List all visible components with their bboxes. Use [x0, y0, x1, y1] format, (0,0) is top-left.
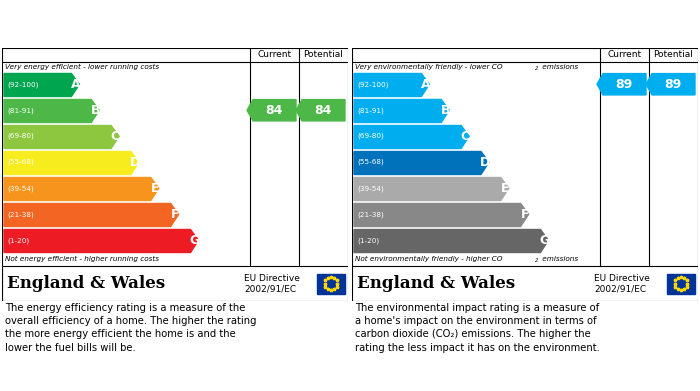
- Text: (81-91): (81-91): [357, 107, 384, 113]
- Polygon shape: [4, 126, 119, 149]
- Text: A: A: [421, 78, 430, 91]
- Text: emissions: emissions: [540, 256, 578, 262]
- Text: Environmental Impact (CO: Environmental Impact (CO: [357, 29, 554, 42]
- Text: 89: 89: [664, 78, 681, 91]
- Text: (1-20): (1-20): [357, 237, 379, 244]
- Text: D: D: [480, 156, 490, 169]
- Polygon shape: [354, 230, 549, 253]
- Polygon shape: [247, 100, 296, 121]
- Text: F: F: [170, 208, 179, 221]
- Text: EU Directive
2002/91/EC: EU Directive 2002/91/EC: [594, 274, 650, 293]
- Polygon shape: [354, 99, 449, 122]
- Text: (69-80): (69-80): [7, 133, 34, 140]
- Text: (21-38): (21-38): [7, 211, 34, 217]
- Text: 2: 2: [535, 258, 538, 263]
- Text: Not energy efficient - higher running costs: Not energy efficient - higher running co…: [5, 256, 159, 262]
- Text: Very energy efficient - lower running costs: Very energy efficient - lower running co…: [5, 64, 159, 70]
- Text: E: E: [150, 182, 159, 195]
- Polygon shape: [646, 74, 695, 95]
- Text: Very environmentally friendly - lower CO: Very environmentally friendly - lower CO: [355, 64, 503, 70]
- Polygon shape: [354, 203, 528, 226]
- Text: (81-91): (81-91): [7, 107, 34, 113]
- Text: The environmental impact rating is a measure of
a home's impact on the environme: The environmental impact rating is a mea…: [355, 303, 600, 353]
- Text: B: B: [440, 104, 450, 117]
- Polygon shape: [597, 74, 646, 95]
- Text: Potential: Potential: [304, 50, 344, 59]
- Polygon shape: [354, 178, 509, 201]
- Text: emissions: emissions: [540, 64, 578, 70]
- Text: (1-20): (1-20): [7, 237, 29, 244]
- Polygon shape: [296, 100, 345, 121]
- Text: C: C: [111, 130, 120, 143]
- Text: The energy efficiency rating is a measure of the
overall efficiency of a home. T: The energy efficiency rating is a measur…: [5, 303, 256, 353]
- Text: E: E: [500, 182, 509, 195]
- Text: EU Directive
2002/91/EC: EU Directive 2002/91/EC: [244, 274, 300, 293]
- Text: (92-100): (92-100): [357, 81, 388, 88]
- Text: (92-100): (92-100): [7, 81, 38, 88]
- Polygon shape: [4, 230, 199, 253]
- Polygon shape: [354, 151, 489, 174]
- Text: 2: 2: [600, 36, 606, 45]
- Text: Current: Current: [608, 50, 642, 59]
- Text: (55-68): (55-68): [7, 159, 34, 165]
- Polygon shape: [4, 99, 99, 122]
- Text: (21-38): (21-38): [357, 211, 384, 217]
- Text: A: A: [71, 78, 80, 91]
- Polygon shape: [354, 126, 469, 149]
- Text: ) Rating: ) Rating: [607, 29, 666, 42]
- Polygon shape: [354, 74, 429, 97]
- Text: Not environmentally friendly - higher CO: Not environmentally friendly - higher CO: [355, 256, 503, 262]
- Text: F: F: [520, 208, 529, 221]
- Text: (39-54): (39-54): [357, 185, 384, 192]
- Polygon shape: [4, 203, 178, 226]
- Text: (55-68): (55-68): [357, 159, 384, 165]
- Text: D: D: [130, 156, 140, 169]
- Text: Potential: Potential: [654, 50, 694, 59]
- Text: 84: 84: [314, 104, 331, 117]
- Text: (69-80): (69-80): [357, 133, 384, 140]
- Text: 84: 84: [265, 104, 282, 117]
- Bar: [317, 273, 345, 294]
- Text: (39-54): (39-54): [7, 185, 34, 192]
- Text: England & Wales: England & Wales: [357, 275, 515, 292]
- Text: Energy Efficiency Rating: Energy Efficiency Rating: [7, 29, 190, 42]
- Text: 89: 89: [615, 78, 632, 91]
- Text: England & Wales: England & Wales: [7, 275, 165, 292]
- Text: G: G: [190, 234, 200, 247]
- Text: B: B: [90, 104, 100, 117]
- Text: 2: 2: [535, 66, 538, 71]
- Polygon shape: [4, 178, 159, 201]
- Text: C: C: [461, 130, 470, 143]
- Text: Current: Current: [258, 50, 292, 59]
- Polygon shape: [4, 151, 139, 174]
- Bar: [667, 273, 695, 294]
- Text: G: G: [540, 234, 550, 247]
- Polygon shape: [4, 74, 79, 97]
